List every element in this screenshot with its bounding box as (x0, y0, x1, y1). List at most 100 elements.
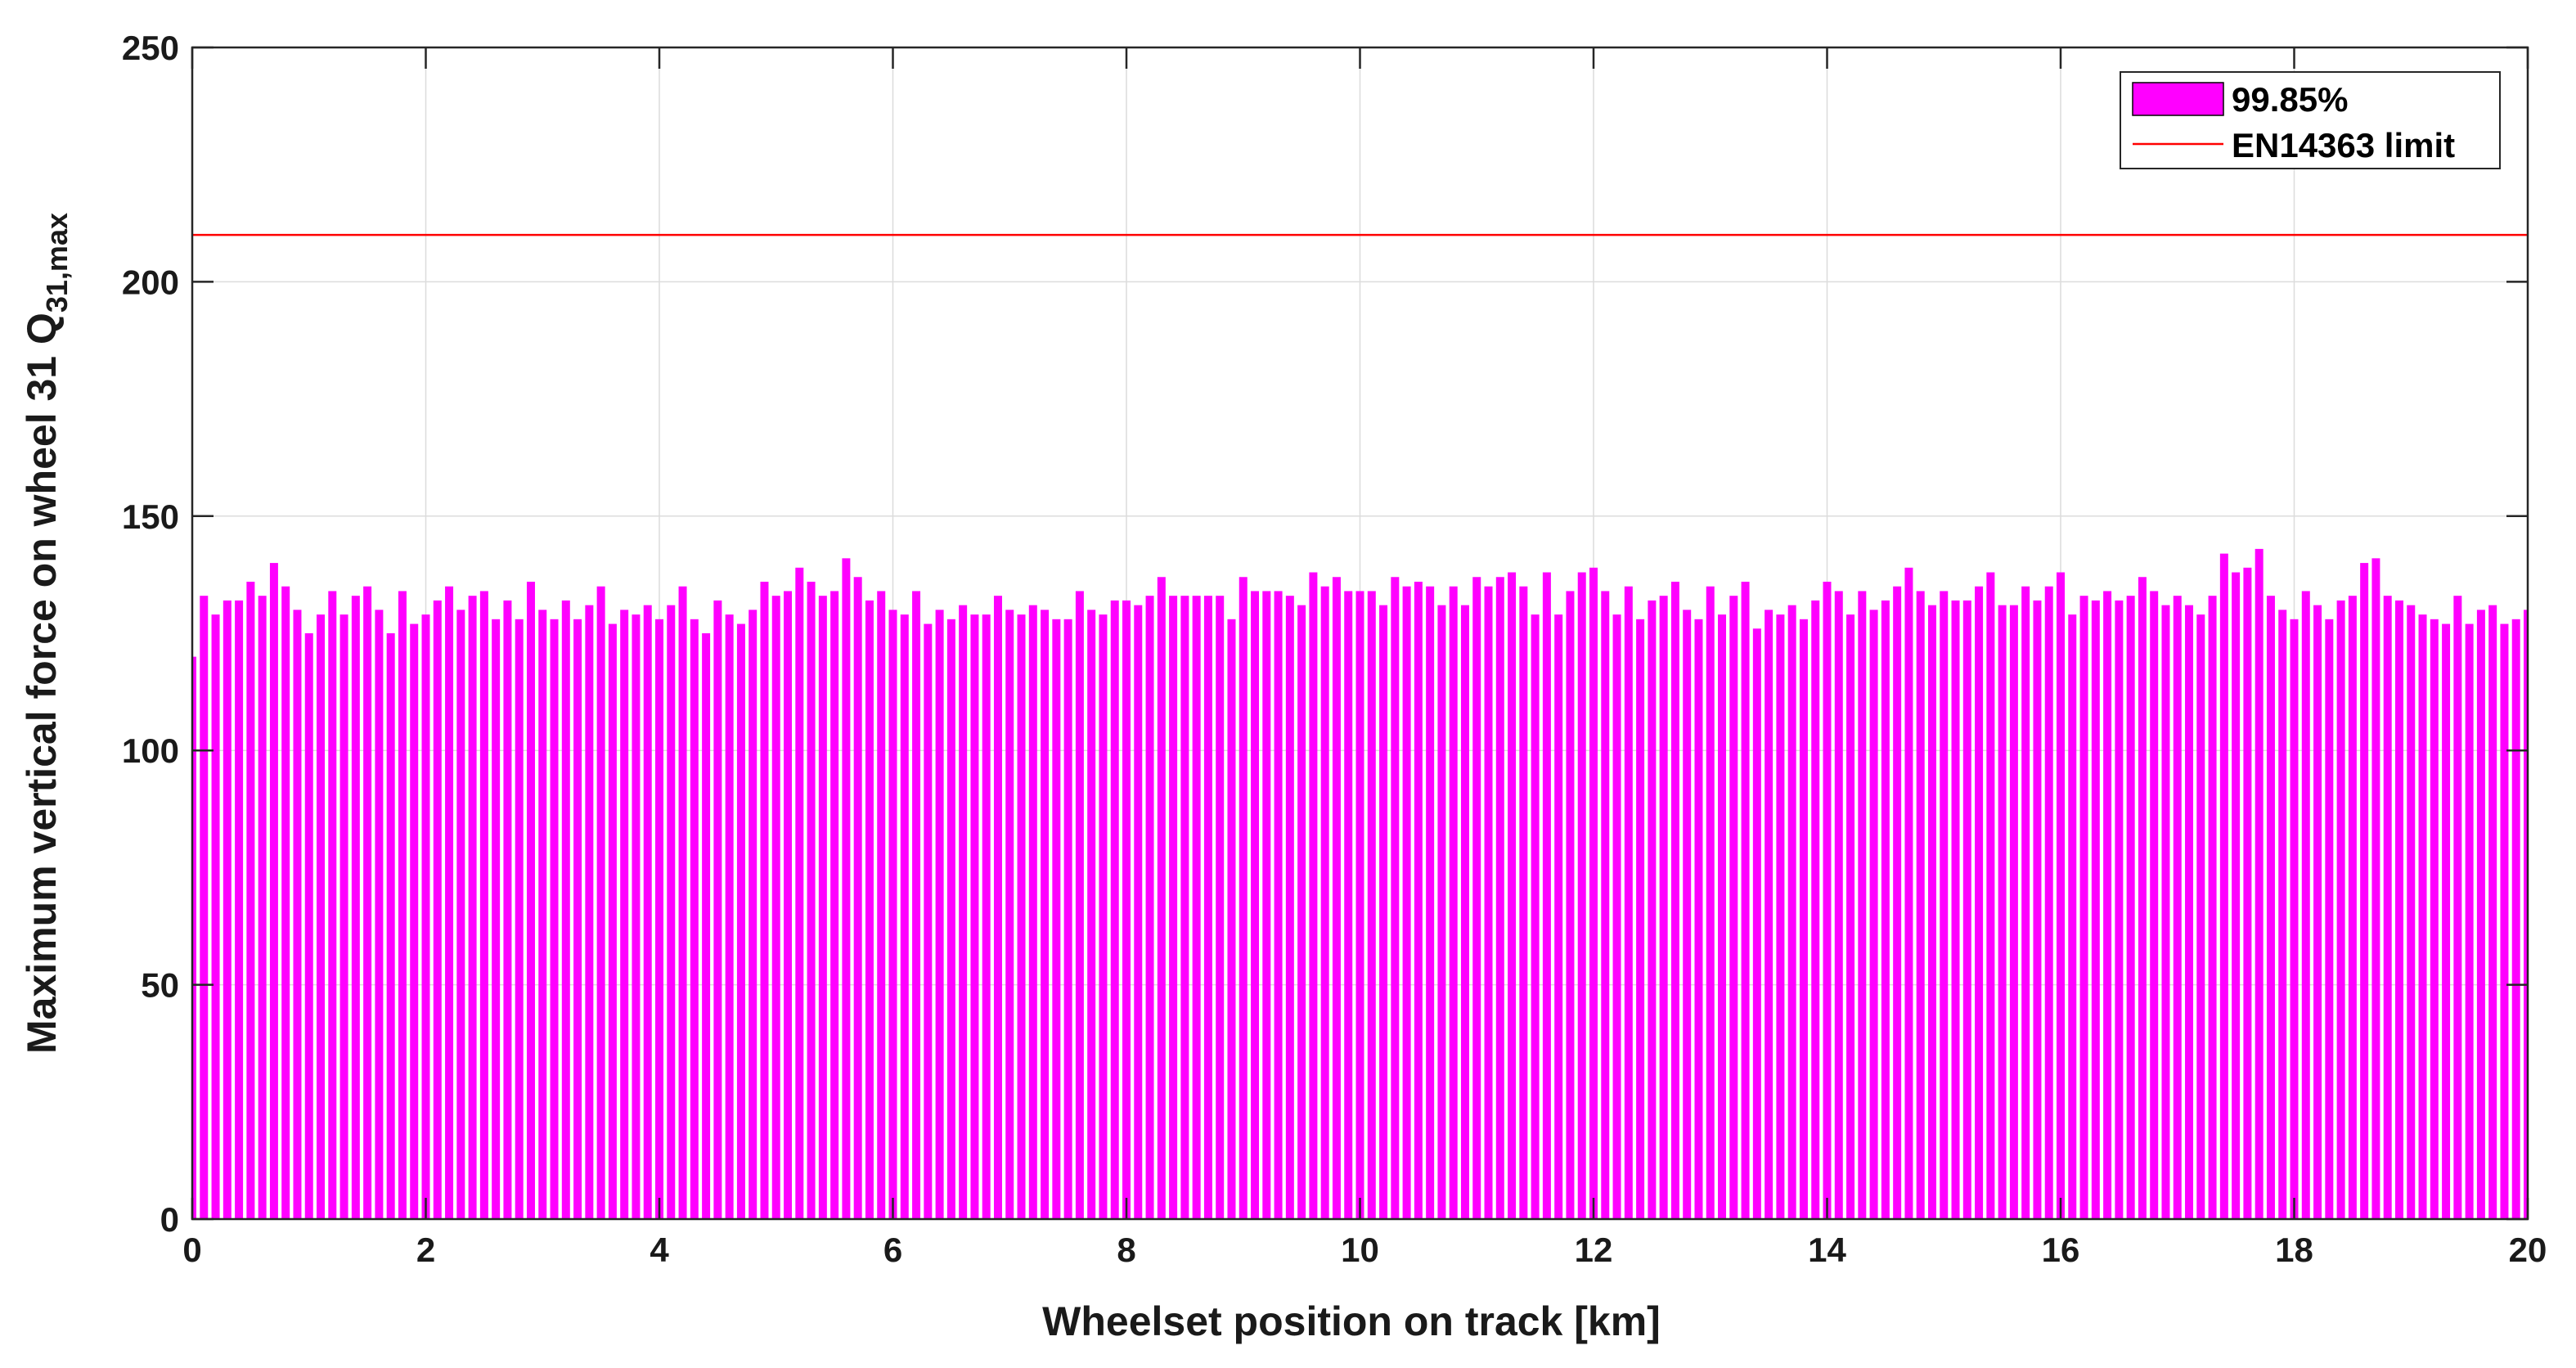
bar-62 (912, 591, 921, 1219)
bar-36 (608, 623, 617, 1219)
bar-137 (1787, 605, 1796, 1219)
y-tick-label-1: 50 (141, 966, 179, 1005)
x-tick-label-10: 20 (2509, 1231, 2547, 1269)
bar-168 (2150, 591, 2159, 1219)
bar-12 (328, 591, 337, 1219)
bar-176 (2243, 567, 2252, 1219)
bar-14 (351, 596, 360, 1219)
bar-95 (1297, 605, 1306, 1219)
bar-16 (375, 610, 384, 1219)
bar-34 (585, 605, 594, 1219)
bar-143 (1858, 591, 1867, 1219)
bar-77 (1087, 610, 1096, 1219)
bar-32 (561, 600, 570, 1219)
bar-167 (2138, 577, 2147, 1219)
bar-87 (1203, 596, 1212, 1219)
x-tick-label-0: 0 (182, 1231, 201, 1269)
bar-35 (596, 586, 605, 1219)
bar-181 (2301, 591, 2310, 1219)
bar-193 (2442, 623, 2451, 1219)
x-tick-label-3: 6 (883, 1231, 902, 1269)
bar-97 (1320, 586, 1329, 1219)
bar-74 (1052, 619, 1061, 1219)
bar-93 (1274, 591, 1283, 1219)
bar-10 (304, 633, 313, 1219)
bar-114 (1519, 586, 1528, 1219)
bar-160 (2057, 572, 2065, 1219)
bar-136 (1776, 614, 1785, 1219)
legend-swatch-99-85 (2132, 82, 2224, 116)
bar-21 (433, 600, 442, 1219)
y-axis-label: Maximum vertical force on wheel 31 Q31,m… (19, 213, 74, 1054)
bar-61 (900, 614, 909, 1219)
bar-48 (749, 610, 758, 1219)
bar-9 (293, 610, 302, 1219)
x-axis-label: Wheelset position on track [km] (1042, 1298, 1661, 1344)
bar-179 (2278, 610, 2287, 1219)
bar-126 (1659, 596, 1668, 1219)
bar-132 (1729, 596, 1738, 1219)
bar-42 (678, 586, 687, 1219)
bar-127 (1670, 581, 1679, 1219)
bar-52 (795, 567, 804, 1219)
bar-135 (1765, 610, 1774, 1219)
bar-116 (1542, 572, 1551, 1219)
bar-79 (1110, 600, 1119, 1219)
bar-115 (1531, 614, 1540, 1219)
bar-8 (281, 586, 290, 1219)
bar-170 (2173, 596, 2182, 1219)
y-tick-label-4: 200 (122, 263, 179, 301)
bar-104 (1402, 586, 1411, 1219)
bar-146 (1893, 586, 1902, 1219)
bar-118 (1566, 591, 1575, 1219)
bar-173 (2208, 596, 2217, 1219)
bar-83 (1157, 577, 1166, 1219)
bar-133 (1741, 581, 1750, 1219)
bar-200 (2524, 610, 2528, 1219)
bar-46 (725, 614, 734, 1219)
bar-165 (2115, 600, 2124, 1219)
bar-163 (2091, 600, 2100, 1219)
bar-147 (1904, 567, 1913, 1219)
bar-69 (993, 596, 1002, 1219)
bar-72 (1028, 605, 1037, 1219)
bar-76 (1075, 591, 1084, 1219)
bar-96 (1309, 572, 1318, 1219)
bar-50 (771, 596, 780, 1219)
bar-40 (655, 619, 663, 1219)
bar-106 (1426, 586, 1435, 1219)
bar-49 (760, 581, 769, 1219)
bar-29 (526, 581, 535, 1219)
bar-186 (2360, 563, 2369, 1219)
bar-113 (1508, 572, 1517, 1219)
bar-80 (1122, 600, 1131, 1219)
bar-183 (2325, 619, 2334, 1219)
bar-131 (1718, 614, 1727, 1219)
x-tick-label-9: 18 (2275, 1231, 2313, 1269)
bar-88 (1216, 596, 1225, 1219)
bar-66 (959, 605, 968, 1219)
bar-164 (2103, 591, 2112, 1219)
bar-112 (1495, 577, 1504, 1219)
bar-13 (339, 614, 348, 1219)
bar-148 (1916, 591, 1925, 1219)
bar-128 (1683, 610, 1692, 1219)
bar-196 (2476, 610, 2485, 1219)
bar-19 (410, 623, 419, 1219)
bar-123 (1624, 586, 1633, 1219)
bar-33 (573, 619, 582, 1219)
bar-91 (1251, 591, 1260, 1219)
x-tick-labels: 0 2 4 6 8 10 12 14 16 18 20 (182, 1231, 2547, 1269)
bar-107 (1437, 605, 1446, 1219)
bar-43 (690, 619, 699, 1219)
bar-155 (1998, 605, 2007, 1219)
bar-57 (853, 577, 862, 1219)
y-tick-label-2: 100 (122, 731, 179, 770)
bar-59 (877, 591, 886, 1219)
bar-24 (468, 596, 477, 1219)
bar-63 (924, 623, 933, 1219)
bar-64 (935, 610, 944, 1219)
bar-141 (1834, 591, 1843, 1219)
bar-103 (1391, 577, 1400, 1219)
bar-84 (1169, 596, 1178, 1219)
